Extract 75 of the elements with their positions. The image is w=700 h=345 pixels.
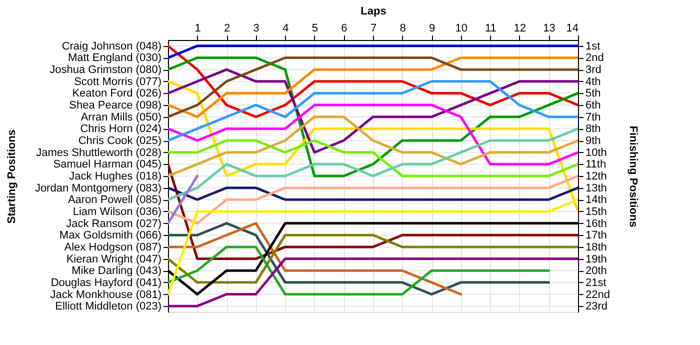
y-tick-label: 18th bbox=[586, 241, 607, 254]
x-tick-label: 8 bbox=[400, 22, 406, 34]
x-tick-label: 1 bbox=[194, 22, 201, 34]
category-label: Chris Horn (024) bbox=[80, 123, 162, 136]
y-tick-label: 2nd bbox=[586, 52, 604, 64]
category-label: Matt England (030) bbox=[68, 52, 162, 64]
y-tick-label: 5th bbox=[586, 88, 601, 100]
y-axis-title: Finishing Positions bbox=[626, 126, 639, 228]
line-series bbox=[168, 116, 578, 178]
category-label: Arran Mills (050) bbox=[80, 111, 162, 124]
y-tick-label: 9th bbox=[586, 135, 601, 148]
category-label: Jack Ransom (027) bbox=[66, 218, 162, 230]
y-tick-label: 1st bbox=[586, 40, 600, 52]
y-tick-label: 19th bbox=[586, 253, 607, 266]
y-tick-label: 7th bbox=[586, 111, 601, 124]
y-tick-label: 3rd bbox=[586, 64, 602, 76]
category-label: Joshua Grimston (080) bbox=[50, 64, 162, 76]
line-series bbox=[168, 127, 578, 201]
y-tick-label: 16th bbox=[586, 218, 607, 230]
category-label: Chris Cook (025) bbox=[78, 135, 162, 148]
line-series bbox=[168, 56, 578, 118]
category-label: Jack Hughes (018) bbox=[69, 170, 162, 182]
line-series bbox=[168, 234, 578, 284]
y-tick-label: 8th bbox=[586, 123, 601, 136]
category-label: Shea Pearce (098) bbox=[69, 100, 162, 112]
x-axis-title: Laps bbox=[360, 6, 386, 18]
category-label: Keaton Ford (026) bbox=[72, 88, 162, 100]
y-tick-label: 17th bbox=[586, 230, 607, 242]
line-series bbox=[168, 222, 462, 296]
x-tick-label: 3 bbox=[253, 22, 260, 34]
x-tick-label: 10 bbox=[455, 22, 468, 34]
y-tick-label: 13th bbox=[586, 182, 607, 194]
x-tick-label: 6 bbox=[341, 22, 348, 34]
category-label: James Shuttleworth (028) bbox=[36, 146, 162, 159]
x-tick-label: 12 bbox=[514, 22, 526, 34]
category-label: Douglas Hayford (041) bbox=[50, 276, 162, 289]
category-label: Mike Darling (043) bbox=[72, 265, 162, 278]
line-series bbox=[168, 174, 578, 225]
x-tick-label: 7 bbox=[370, 22, 377, 34]
y-tick-label: 6th bbox=[586, 100, 601, 112]
x-tick-label: 4 bbox=[282, 22, 289, 34]
y-tick-label: 15th bbox=[586, 206, 607, 218]
y-tick-label: 4th bbox=[586, 76, 601, 88]
y-tick-label: 14th bbox=[586, 194, 607, 206]
category-label: Liam Wilson (036) bbox=[72, 206, 162, 218]
category-label: Elliott Middleton (023) bbox=[55, 300, 162, 313]
category-label: Kieran Wright (047) bbox=[66, 253, 162, 266]
category-label: Jordan Montgomery (083) bbox=[34, 182, 162, 194]
line-series bbox=[168, 104, 578, 166]
category-label: Scott Morris (077) bbox=[74, 76, 162, 88]
category-label: Craig Johnson (048) bbox=[62, 40, 162, 52]
line-series bbox=[168, 44, 578, 118]
x-tick-label: 9 bbox=[429, 22, 436, 34]
category-label: Alex Hodgson (087) bbox=[64, 241, 162, 254]
category-label: Max Goldsmith (066) bbox=[59, 230, 162, 242]
y-tick-label: 20th bbox=[586, 265, 607, 278]
line-series bbox=[168, 246, 550, 296]
x-tick-label: 2 bbox=[224, 22, 230, 34]
y-tick-label: 11th bbox=[586, 158, 606, 171]
category-label: Samuel Harman (045) bbox=[53, 158, 162, 171]
y-tick-label: 12th bbox=[586, 170, 607, 182]
y-tick-label: 10th bbox=[586, 146, 607, 159]
x-tick-label: 13 bbox=[543, 22, 556, 34]
category-label: Aaron Powell (085) bbox=[68, 194, 162, 206]
line-series bbox=[168, 68, 578, 154]
category-label: Jack Monkhouse (081) bbox=[50, 288, 162, 301]
y-tick-label: 21st bbox=[586, 276, 606, 289]
line-series bbox=[168, 139, 578, 178]
x-tick-label: 11 bbox=[484, 22, 496, 34]
text: Starting Positions bbox=[6, 129, 18, 224]
y-tick-label: 22nd bbox=[586, 288, 610, 301]
line-series bbox=[168, 80, 578, 142]
y-tick-label: 23rd bbox=[586, 300, 608, 313]
x-tick-label: 5 bbox=[312, 22, 318, 34]
x-tick-label: 14 bbox=[566, 22, 578, 34]
